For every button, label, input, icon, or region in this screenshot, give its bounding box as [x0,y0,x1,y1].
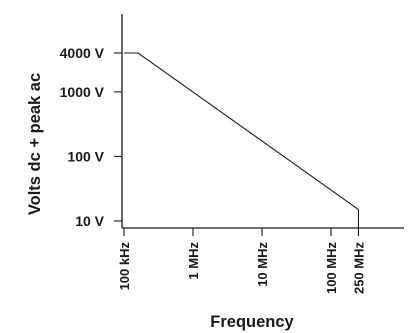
x-tick-label: 100 MHz [324,242,339,295]
y-axis-title: Volts dc + peak ac [26,73,44,215]
series-line [124,52,359,211]
y-tick-label: 10 V [75,213,104,229]
x-tick-label: 1 MHz [186,242,201,280]
y-tick-label: 4000 V [60,45,105,61]
x-tick-label: 250 MHz [351,242,366,295]
x-tick-label: 100 kHz [117,242,132,291]
series-group [124,52,360,228]
y-axis-ticks: 10 V 100 V 1000 V 4000 V [60,45,122,229]
x-axis-title: Frequency [210,313,294,331]
x-tick-label: 10 MHz [255,242,270,287]
y-tick-label: 100 V [67,148,104,164]
x-axis-ticks: 100 kHz 1 MHz 10 MHz 100 MHz 250 MHz [117,228,366,294]
y-tick-label: 1000 V [60,84,105,100]
